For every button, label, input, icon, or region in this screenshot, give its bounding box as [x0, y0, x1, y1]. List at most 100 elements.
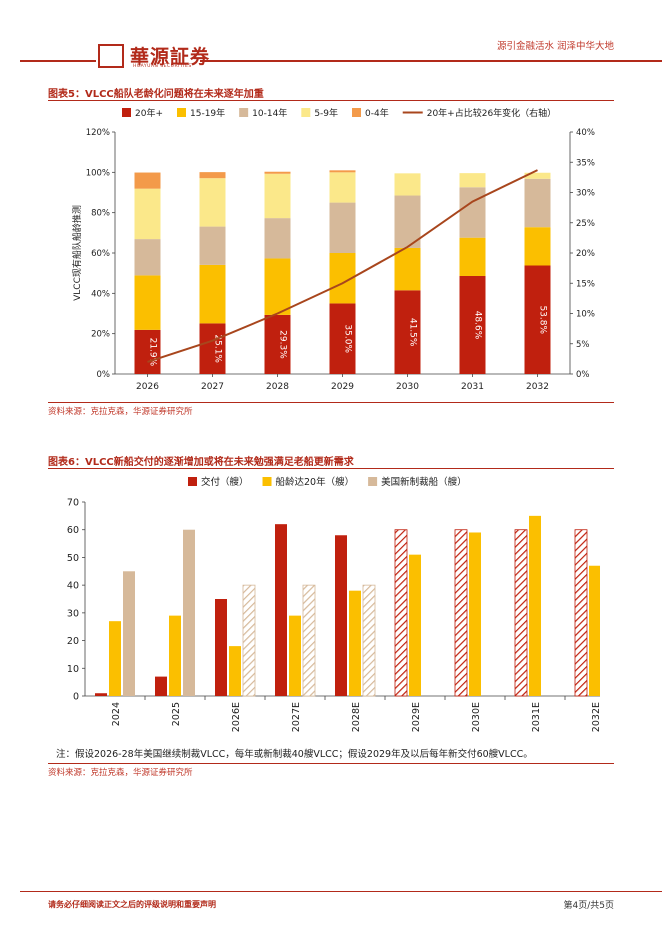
- y-axis-label: VLCC现有船队船龄推测: [71, 205, 83, 301]
- legend-label-0: 20年+: [135, 107, 163, 119]
- x-tick-label: 2032E: [591, 702, 600, 732]
- y-tick-label: 60: [67, 525, 79, 536]
- bar-2030-series-0: [394, 290, 421, 374]
- legend-swatch-3: [301, 108, 311, 117]
- bar-2030E-series-1: [469, 532, 481, 696]
- y-tick-label: 120%: [86, 128, 110, 138]
- x-tick-label: 2030E: [471, 702, 482, 732]
- y2-tick-label: 20%: [576, 249, 595, 259]
- bar-2025-series-0: [155, 676, 167, 696]
- figure5-top-rule: [48, 100, 614, 101]
- legend-swatch-1: [262, 477, 272, 486]
- bar-2026-series-0: [134, 329, 161, 374]
- bar-2026E-series-1: [229, 646, 241, 696]
- x-tick-label: 2027: [201, 382, 224, 392]
- bar-2027E-series-1: [289, 615, 301, 696]
- y-tick-label: 20: [67, 636, 79, 647]
- line-series-20plus-change: [147, 169, 538, 363]
- legend-swatch-0: [188, 477, 197, 486]
- bar-2025-series-1: [169, 615, 181, 696]
- x-tick-label: 2029E: [411, 702, 422, 732]
- bar-2030-series-3: [394, 173, 421, 196]
- brand-logo-text: 華源証券: [130, 46, 211, 68]
- legend-label-4: 0-4年: [365, 107, 389, 119]
- legend-swatch-4: [352, 108, 362, 117]
- legend-label-0: 交付（艘）: [201, 476, 249, 488]
- y-tick-label: 40%: [91, 289, 110, 299]
- legend-swatch-2: [239, 108, 249, 117]
- bar-2024-series-1: [109, 621, 121, 696]
- bar-2028E-series-2: [362, 584, 376, 697]
- x-tick-label: 2032: [526, 382, 549, 392]
- y2-tick-label: 25%: [576, 219, 595, 229]
- y2-tick-label: 40%: [576, 128, 595, 138]
- bar-2029E-series-1: [409, 554, 421, 696]
- bar-2028-series-3: [264, 173, 291, 219]
- figure6-top-rule: [48, 468, 614, 469]
- data-label-2032: 53.8%: [538, 305, 548, 334]
- legend-swatch-1: [177, 108, 186, 117]
- figure5-chart: 20年+ 15-19年 10-14年 5-9年 0-4年 20年+占比较26年变化（右轴）…: [71, 107, 595, 392]
- y-tick-label: 80%: [91, 209, 110, 219]
- logo-icon: [98, 44, 124, 68]
- legend-label-3: 5-9年: [314, 107, 338, 119]
- bar-2027-series-4: [199, 172, 226, 179]
- x-tick-label: 2031: [461, 382, 484, 392]
- page-number: 第4页/共5页: [563, 901, 615, 911]
- bar-2024-series-2: [123, 571, 135, 696]
- figure5-source: 资料来源：克拉克森，华源证券研究所: [48, 407, 193, 417]
- legend-label-1: 15-19年: [190, 107, 225, 119]
- y-tick-label: 10: [67, 664, 79, 675]
- y2-tick-label: 5%: [576, 340, 590, 350]
- y2-tick-label: 15%: [576, 279, 595, 289]
- y-tick-label: 40: [67, 581, 79, 592]
- y-tick-label: 0%: [97, 370, 111, 380]
- bar-2026E-series-2: [242, 584, 256, 697]
- y2-tick-label: 30%: [576, 189, 595, 199]
- bar-2031-series-0: [459, 275, 486, 374]
- figure6-chart: 交付（艘） 船龄达20年（艘） 美国新制裁船（艘） 0 10 20 30 40 50 60 70 20…: [67, 476, 600, 732]
- bar-2030-series-1: [394, 247, 421, 291]
- bar-2029-series-3: [329, 172, 356, 203]
- bar-2027-series-0: [199, 323, 226, 374]
- y2-tick-label: 10%: [576, 310, 595, 320]
- bar-2032E-series-0: [574, 529, 588, 697]
- bar-2028-series-0: [264, 314, 291, 374]
- bar-2025-series-2: [183, 529, 195, 696]
- data-label-2030: 41.5%: [408, 318, 418, 347]
- data-label-2028: 29.3%: [278, 330, 288, 359]
- x-tick-label: 2028E: [351, 702, 362, 732]
- bar-2026-series-4: [134, 172, 161, 189]
- y-tick-label: 50: [67, 553, 79, 564]
- y2-tick-label: 0%: [576, 370, 590, 380]
- bar-2029E-series-0: [394, 529, 408, 697]
- bar-2029-series-4: [329, 170, 356, 173]
- x-tick-label: 2028: [266, 382, 289, 392]
- bar-2028E-series-1: [349, 590, 361, 696]
- y-tick-label: 100%: [86, 168, 110, 178]
- data-label-2027: 25.1%: [213, 334, 223, 363]
- legend-label-2: 美国新制裁船（艘）: [381, 476, 467, 488]
- bar-2028E-series-0: [335, 535, 347, 696]
- bar-2028-series-1: [264, 258, 291, 315]
- bar-2026E-series-0: [215, 599, 227, 696]
- data-label-2031: 48.6%: [473, 311, 483, 340]
- bar-2032-series-1: [524, 227, 551, 266]
- figure6-title: 图表6：VLCC新船交付的逐渐增加或将在未来勉强满足老船更新需求: [48, 457, 354, 468]
- bar-2032-series-2: [524, 178, 551, 228]
- footer-rule: [20, 891, 662, 892]
- bar-2028-series-2: [264, 218, 291, 259]
- y-tick-label: 0: [73, 692, 79, 703]
- x-tick-label: 2025: [171, 702, 182, 726]
- figure5-title: 图表5：VLCC船队老龄化问题将在未来逐年加重: [48, 89, 264, 100]
- bar-2032-series-3: [524, 172, 551, 179]
- x-tick-label: 2031E: [531, 702, 542, 732]
- bar-2031E-series-1: [529, 515, 541, 696]
- header-slogan: 源引金融活水 润泽中华大地: [496, 41, 614, 52]
- figure6-note: 注：假设2026-28年美国继续制裁VLCC，每年或新制裁40艘VLCC；假设2…: [56, 749, 533, 760]
- bar-2031-series-2: [459, 187, 486, 238]
- legend-swatch-0: [122, 108, 131, 117]
- bar-2032-series-0: [524, 265, 551, 374]
- bar-2027E-series-2: [302, 584, 316, 697]
- bar-2029-series-2: [329, 202, 356, 253]
